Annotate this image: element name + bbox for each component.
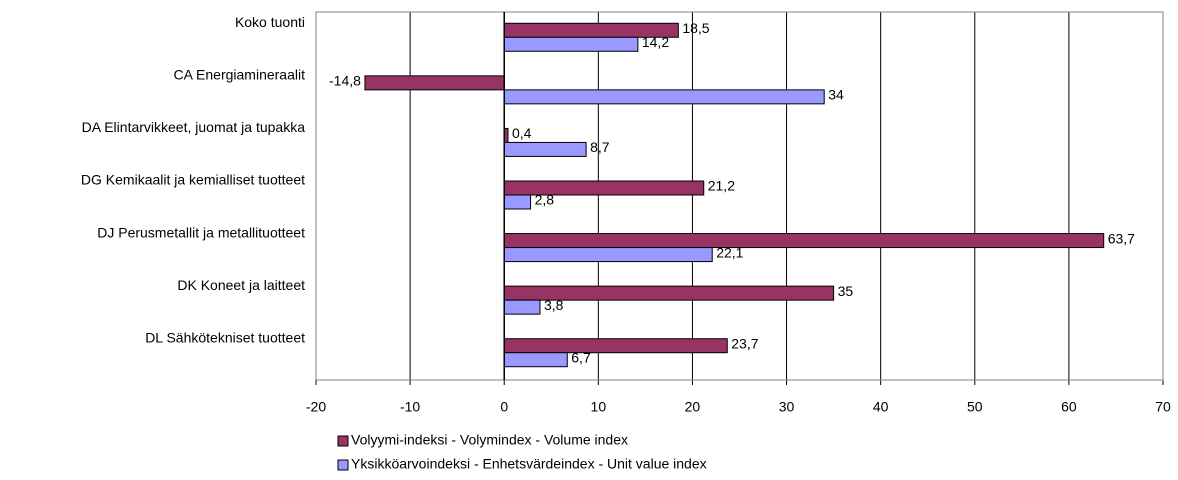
category-label: DJ Perusmetallit ja metallituotteet: [97, 224, 305, 240]
value-label: 63,7: [1108, 230, 1135, 246]
value-label: 21,2: [708, 178, 735, 194]
x-tick-label: 0: [500, 399, 508, 415]
x-tick-label: 20: [685, 399, 701, 415]
x-tick-label: 50: [967, 399, 983, 415]
value-label: 35: [838, 283, 854, 299]
legend-label: Volyymi-indeksi - Volymindex - Volume in…: [351, 432, 628, 448]
plot-frame: [315, 11, 1164, 381]
legend-swatch: [337, 459, 349, 471]
bar: [503, 194, 532, 210]
category-label: DG Kemikaalit ja kemialliset tuotteet: [81, 172, 305, 188]
value-label: 0,4: [512, 125, 532, 141]
category-label: DK Koneet ja laitteet: [177, 277, 305, 293]
bar: [503, 141, 587, 157]
bar: [503, 352, 568, 368]
bar: [503, 89, 825, 105]
value-label: 22,1: [716, 244, 743, 260]
value-label: 23,7: [731, 335, 758, 351]
x-tick-label: 30: [779, 399, 795, 415]
x-tick-label: -20: [306, 399, 326, 415]
legend-swatch: [337, 435, 349, 447]
x-tick-label: 10: [591, 399, 607, 415]
value-label: 6,7: [571, 349, 591, 365]
bar: [364, 75, 505, 91]
value-label: 3,8: [544, 297, 564, 313]
bar: [503, 233, 1105, 249]
bar: [503, 299, 541, 315]
x-tick-label: 70: [1155, 399, 1171, 415]
value-label: 18,5: [682, 20, 709, 36]
bar: [503, 36, 639, 52]
x-tick-label: 60: [1061, 399, 1077, 415]
bar: [503, 247, 713, 263]
category-label: Koko tuonti: [235, 14, 305, 30]
legend-label: Yksikköarvoindeksi - Enhetsvärdeindex - …: [351, 456, 707, 472]
x-tick-label: 40: [873, 399, 889, 415]
value-label: 34: [828, 87, 844, 103]
category-label: DA Elintarvikkeet, juomat ja tupakka: [82, 119, 306, 135]
value-label: 8,7: [590, 139, 610, 155]
value-label: -14,8: [329, 73, 361, 89]
category-label: CA Energiamineraalit: [173, 67, 305, 83]
category-label: DL Sähkötekniset tuotteet: [145, 329, 305, 345]
value-label: 2,8: [535, 192, 555, 208]
x-tick-label: -10: [400, 399, 420, 415]
bar: [503, 338, 728, 354]
value-label: 14,2: [642, 34, 669, 50]
